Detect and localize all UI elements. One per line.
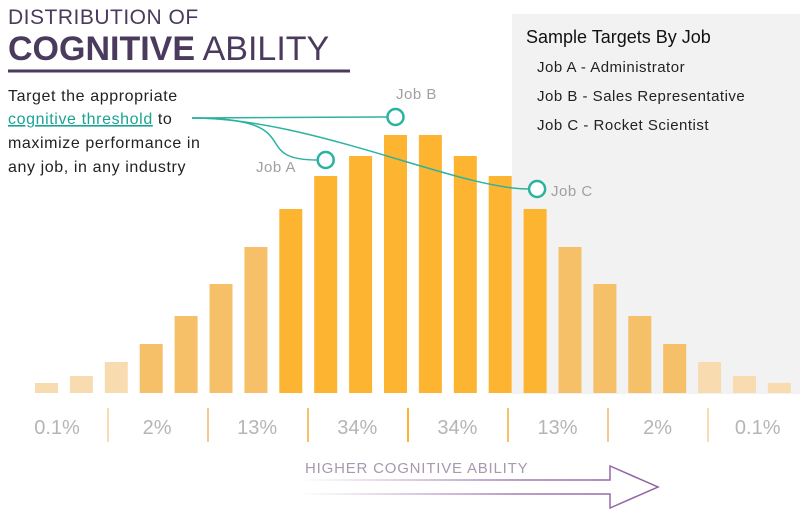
legend-item: Job C - Rocket Scientist (537, 117, 709, 134)
legend-item: Job A - Administrator (537, 59, 685, 76)
title-main: COGNITIVE ABILITY (8, 30, 329, 68)
segment-label: 2% (143, 417, 172, 439)
bar (35, 383, 58, 393)
bar (244, 247, 268, 393)
bar (663, 344, 687, 393)
title-bold: COGNITIVE (8, 30, 195, 68)
legend-item: Job B - Sales Representative (537, 88, 745, 105)
bar (593, 284, 617, 393)
legend-title: Sample Targets By Job (526, 27, 711, 47)
bar (384, 135, 407, 393)
annotation-marker (316, 150, 335, 170)
description: to (158, 111, 173, 128)
dividers (107, 408, 709, 442)
description: any job, in any industry (8, 159, 186, 176)
segment-label: 34% (337, 417, 377, 439)
bar (767, 383, 791, 393)
segment-label: 2% (643, 417, 672, 439)
direction-arrow (300, 464, 660, 510)
description-link[interactable]: cognitive threshold (8, 111, 153, 128)
axis-label: HIGHER COGNITIVE ABILITY (305, 460, 528, 477)
bar (209, 284, 233, 393)
bar (418, 135, 442, 393)
segment-label: 0.1% (34, 417, 80, 439)
description: cognitive threshold to (8, 111, 172, 128)
title-line: DISTRIBUTION OF (8, 6, 199, 29)
title-rest: ABILITY (203, 30, 330, 68)
bar (279, 209, 303, 393)
bar (349, 156, 373, 393)
bar (523, 209, 547, 393)
bar (314, 176, 338, 393)
annotation-connector (191, 116, 388, 119)
description: maximize performance in (8, 135, 201, 152)
bar (174, 316, 198, 393)
bar (69, 376, 93, 393)
annotation-connector (191, 117, 530, 190)
bar (558, 247, 582, 393)
bar (488, 176, 512, 393)
annotation-marker (527, 179, 547, 199)
annotation-label: Job A (256, 159, 296, 176)
annotation-connector (191, 117, 318, 161)
segment-label: 34% (437, 417, 477, 439)
segment-label: 0.1% (735, 417, 781, 439)
bar (733, 376, 756, 393)
annotation-label: Job B (396, 86, 437, 103)
annotation-marker (386, 107, 405, 127)
segment-label: 13% (237, 417, 277, 439)
bar (628, 316, 652, 393)
bar (104, 362, 128, 393)
bar (453, 156, 477, 393)
description: Target the appropriate (8, 88, 178, 105)
segment-label: 13% (537, 417, 577, 439)
bar (698, 362, 722, 393)
bar (139, 344, 163, 393)
annotation-label: Job C (551, 183, 593, 200)
